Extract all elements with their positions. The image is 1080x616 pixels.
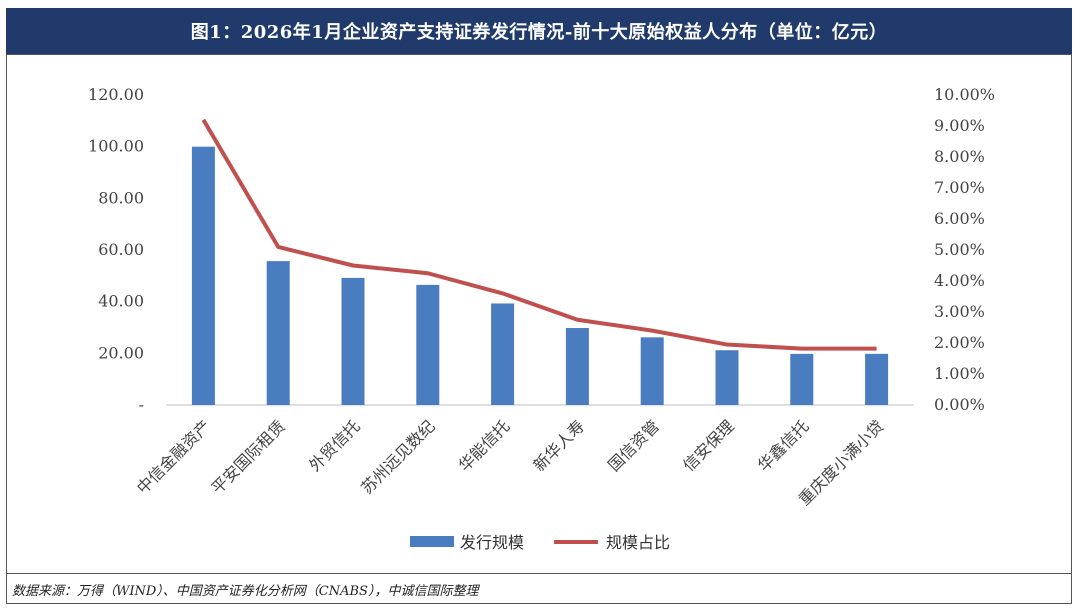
bar-9 <box>790 353 814 405</box>
right-axis-tick-label: 10.00% <box>934 85 995 104</box>
bar-4 <box>416 284 440 405</box>
chart-area: - 20.00 40.00 60.00 80.00 100.00 120.00 0.00% 1.… <box>6 54 1072 574</box>
legend-bar-swatch <box>410 536 454 547</box>
left-axis-tick-label: - <box>139 395 144 414</box>
left-axis-tick-label: 100.00 <box>88 137 144 156</box>
right-axis-tick-label: 3.00% <box>934 302 985 321</box>
legend-line-label: 规模占比 <box>606 533 670 552</box>
right-axis-tick-label: 6.00% <box>934 209 985 228</box>
bar-6 <box>565 328 589 405</box>
right-axis-tick-label: 7.00% <box>934 178 985 197</box>
figure-title: 图1：2026年1月企业资产支持证券发行情况-前十大原始权益人分布（单位：亿元） <box>6 8 1072 54</box>
category-label: 平安国际租赁 <box>208 416 289 497</box>
category-label: 华能信托 <box>455 416 514 475</box>
bar-2 <box>266 261 290 405</box>
category-label: 国信资管 <box>604 416 663 475</box>
combo-chart: - 20.00 40.00 60.00 80.00 100.00 120.00 0.00% 1.… <box>88 85 995 552</box>
right-axis-tick-label: 5.00% <box>934 240 985 259</box>
left-axis-tick-label: 120.00 <box>88 85 144 104</box>
share-line <box>201 118 877 351</box>
right-axis-tick-label: 2.00% <box>934 333 985 352</box>
category-label: 外贸信托 <box>305 416 364 475</box>
category-label: 苏州远见数纪 <box>357 416 438 497</box>
bar-10 <box>865 353 889 405</box>
right-axis-tick-label: 1.00% <box>934 364 985 383</box>
bar-7 <box>640 337 664 405</box>
category-label: 新华人寿 <box>530 416 589 475</box>
bar-3 <box>341 277 365 405</box>
left-axis-tick-label: 40.00 <box>98 292 144 311</box>
category-label: 信安保理 <box>679 416 738 475</box>
right-axis-tick-label: 9.00% <box>934 116 985 135</box>
right-axis-tick-label: 0.00% <box>934 395 985 414</box>
bar-1 <box>191 146 215 405</box>
bar-5 <box>491 303 515 405</box>
category-label: 华鑫信托 <box>754 416 813 475</box>
left-axis-tick-label: 80.00 <box>98 188 144 207</box>
left-axis-tick-label: 20.00 <box>98 343 144 362</box>
legend-bar-label: 发行规模 <box>460 533 524 552</box>
right-axis-tick-label: 8.00% <box>934 147 985 166</box>
bar-8 <box>715 350 739 405</box>
data-source-note: 数据来源：万得（WIND）、中国资产证券化分析网（CNABS），中诚信国际整理 <box>12 584 479 599</box>
left-axis-tick-label: 60.00 <box>98 240 144 259</box>
right-axis-tick-label: 4.00% <box>934 271 985 290</box>
category-label: 中信金融资产 <box>133 416 214 497</box>
